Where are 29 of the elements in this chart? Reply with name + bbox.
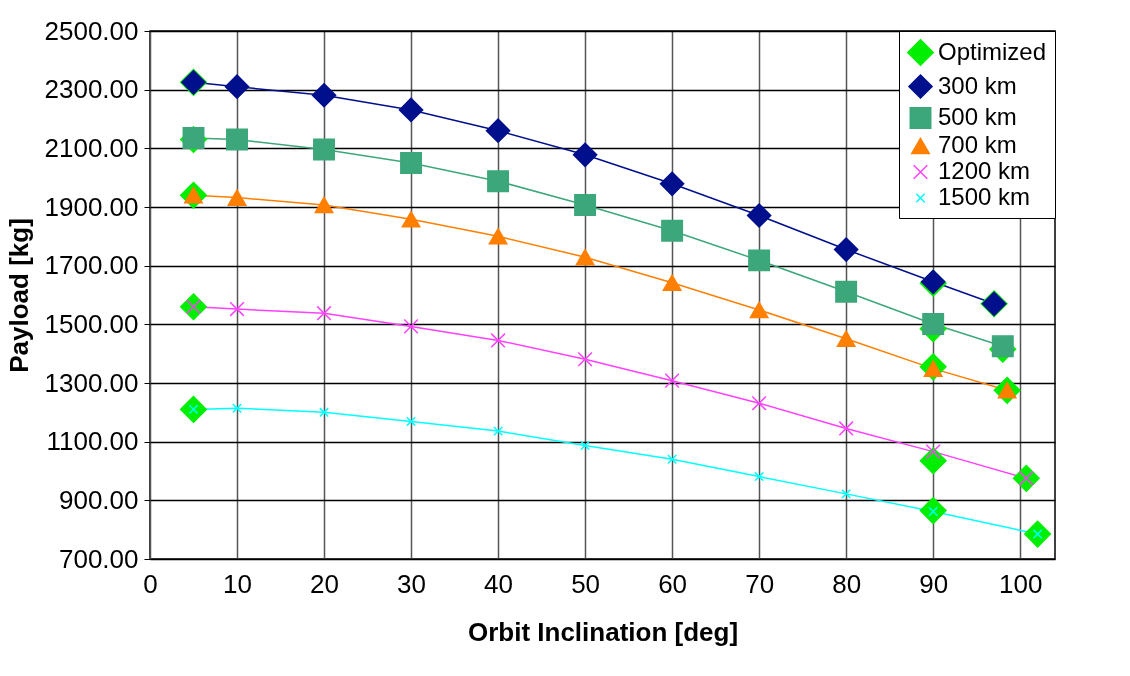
x-tick-label: 80 <box>832 568 862 599</box>
y-tick-label: 1100.00 <box>46 426 139 457</box>
x-axis-title: Orbit Inclination [deg] <box>467 616 739 647</box>
legend-label: 1200 km <box>938 157 1031 184</box>
legend-label: 1500 km <box>938 183 1031 210</box>
y-tick-label: 2100.00 <box>44 132 139 163</box>
x-tick-label: 10 <box>223 568 252 599</box>
legend-label: 300 km <box>938 71 1017 99</box>
x-tick-label: 50 <box>571 568 601 599</box>
x-tick-label: 100 <box>999 568 1043 599</box>
x-tick-label: 0 <box>143 568 158 599</box>
y-tick-label: 1900.00 <box>44 191 139 222</box>
x-tick-label: 90 <box>919 568 949 599</box>
y-tick-label: 1500.00 <box>44 308 139 339</box>
x-tick-label: 40 <box>484 568 514 599</box>
y-tick-label: 2300.00 <box>44 74 139 105</box>
y-tick-label: 1700.00 <box>44 250 139 281</box>
legend-label: 500 km <box>938 103 1017 130</box>
y-tick-label: 1300.00 <box>44 367 139 398</box>
y-axis-title: Payload [kg] <box>3 218 34 373</box>
x-tick-label: 60 <box>658 568 688 599</box>
x-tick-label: 20 <box>310 568 339 599</box>
x-tick-label: 30 <box>397 568 427 599</box>
y-tick-label: 900.00 <box>58 484 139 515</box>
legend-label: 700 km <box>938 131 1017 158</box>
legend-label: Optimized <box>938 37 1047 65</box>
x-tick-label: 70 <box>745 568 775 599</box>
y-tick-label: 2500.00 <box>44 15 139 46</box>
y-tick-label: 700.00 <box>58 543 139 574</box>
